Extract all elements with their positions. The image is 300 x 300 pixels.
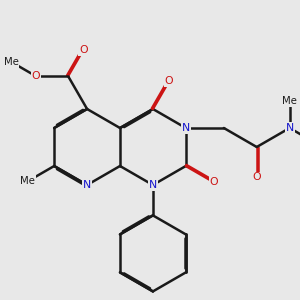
- Text: O: O: [252, 172, 261, 182]
- Text: N: N: [286, 123, 294, 133]
- Text: Me: Me: [4, 57, 19, 67]
- Text: O: O: [165, 76, 173, 86]
- Text: O: O: [79, 45, 88, 55]
- Text: N: N: [83, 180, 91, 190]
- Text: O: O: [32, 71, 40, 81]
- Text: N: N: [149, 180, 157, 190]
- Text: Me: Me: [282, 96, 297, 106]
- Text: Me: Me: [20, 176, 35, 186]
- Text: N: N: [182, 123, 190, 133]
- Text: O: O: [209, 177, 218, 187]
